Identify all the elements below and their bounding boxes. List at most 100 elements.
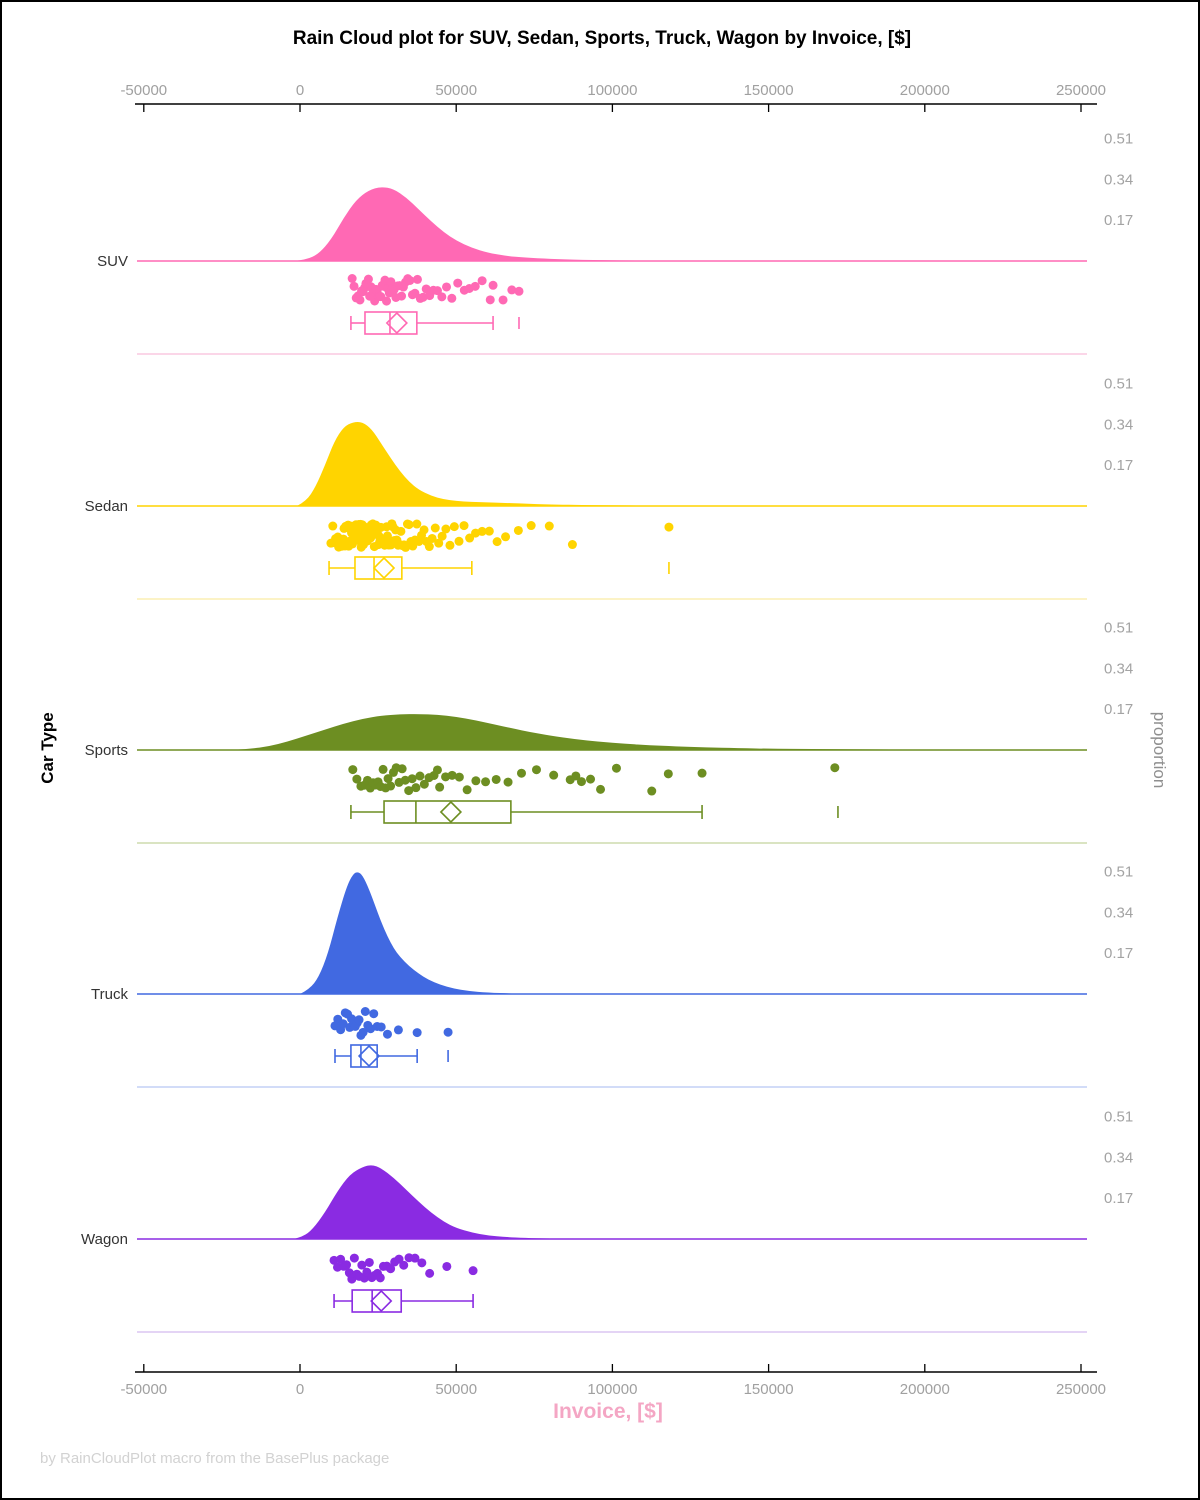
boxplot-wagon — [333, 1289, 474, 1313]
proportion-tick-label: 0.34 — [1104, 171, 1133, 188]
mean-diamond — [439, 800, 463, 824]
rain-point — [386, 277, 396, 287]
rain-point — [357, 1260, 367, 1270]
rain-point — [516, 768, 526, 778]
rain-point — [445, 540, 455, 550]
rain-point — [412, 1028, 422, 1038]
rain-point — [355, 295, 365, 305]
rain-point — [526, 521, 536, 531]
rain-point — [470, 281, 480, 291]
rain-point — [830, 763, 840, 773]
rain-point — [386, 1264, 396, 1274]
boxplot-sedan — [328, 556, 670, 580]
rain-point — [567, 540, 577, 550]
category-label-wagon: Wagon — [81, 1231, 128, 1248]
x-tick-label: 200000 — [900, 1381, 950, 1398]
rain-point — [663, 769, 673, 779]
rain-point — [360, 1007, 370, 1017]
boxplot-truck — [334, 1044, 449, 1068]
rain-point — [397, 291, 407, 301]
proportion-tick-label: 0.34 — [1104, 1149, 1133, 1166]
mean-diamond — [357, 1044, 381, 1068]
rain-point — [348, 765, 358, 775]
x-tick-label: 200000 — [900, 82, 950, 99]
proportion-tick-label: 0.17 — [1104, 945, 1133, 962]
category-label-suv: SUV — [97, 253, 128, 270]
proportion-tick-label: 0.34 — [1104, 416, 1133, 433]
mean-diamond — [385, 311, 408, 335]
rain-point — [441, 524, 451, 534]
rain-point — [349, 1253, 359, 1263]
rain-point — [485, 295, 495, 305]
proportion-tick-label: 0.51 — [1104, 620, 1133, 637]
rain-point — [412, 274, 422, 284]
density-truck — [300, 872, 535, 994]
rain-point — [393, 1025, 403, 1035]
rain-point — [352, 774, 362, 784]
proportion-tick-label: 0.51 — [1104, 864, 1133, 881]
rain-point — [364, 1257, 374, 1267]
rain-point — [488, 280, 498, 290]
footer-note: by RainCloudPlot macro from the BasePlus… — [40, 1450, 390, 1467]
rain-point — [531, 765, 541, 775]
boxplot-suv — [350, 311, 520, 335]
rain-point — [382, 1029, 392, 1039]
rain-point — [407, 774, 417, 784]
rain-suv — [347, 274, 524, 306]
rain-point — [383, 774, 393, 784]
rain-point — [336, 1254, 346, 1264]
boxplot-sports — [350, 800, 839, 824]
rain-point — [454, 536, 464, 546]
y2-axis-label: proportion — [1150, 711, 1169, 789]
chart-title: Rain Cloud plot for SUV, Sedan, Sports, … — [292, 28, 912, 49]
proportion-tick-label: 0.17 — [1104, 1190, 1133, 1207]
rain-point — [544, 521, 554, 531]
rain-point — [369, 1009, 379, 1019]
rain-point — [442, 1261, 452, 1271]
rain-point — [434, 538, 444, 548]
proportion-tick-label: 0.17 — [1104, 701, 1133, 718]
rain-point — [412, 519, 422, 529]
rain-point — [363, 274, 373, 284]
rain-point — [586, 774, 596, 784]
rain-point — [394, 1254, 404, 1264]
proportion-tick-label: 0.34 — [1104, 660, 1133, 677]
mean-diamond — [370, 1289, 393, 1313]
proportion-tick-label: 0.51 — [1104, 131, 1133, 148]
rain-point — [382, 296, 392, 306]
rain-point — [396, 526, 406, 536]
panel-suv: SUV 0.17 0.34 0.51 — [97, 131, 1133, 355]
rain-point — [435, 782, 445, 792]
density-suv — [293, 187, 722, 261]
rain-point — [468, 1266, 478, 1276]
rain-point — [471, 776, 481, 786]
rain-point — [477, 276, 487, 286]
rain-point — [484, 526, 494, 536]
rain-point — [611, 763, 621, 773]
rain-point — [449, 522, 459, 532]
rain-point — [576, 777, 586, 787]
rain-point — [442, 282, 452, 292]
panel-sports: Sports 0.17 0.34 0.51 — [85, 620, 1133, 844]
rain-point — [481, 777, 491, 787]
proportion-tick-label: 0.34 — [1104, 904, 1133, 921]
rain-point — [491, 774, 501, 784]
rain-point — [425, 1268, 435, 1278]
rain-point — [492, 537, 502, 547]
rain-point — [404, 786, 414, 796]
proportion-tick-label: 0.17 — [1104, 212, 1133, 229]
rain-point — [411, 783, 421, 793]
rain-point — [697, 768, 707, 778]
rain-point — [427, 533, 437, 543]
rain-point — [447, 770, 457, 780]
x-tick-label: 50000 — [435, 82, 477, 99]
rain-point — [571, 771, 581, 781]
rain-point — [447, 293, 457, 303]
rain-point — [454, 772, 464, 782]
rain-point — [503, 777, 513, 787]
proportion-tick-label: 0.51 — [1104, 376, 1133, 393]
rain-point — [647, 786, 657, 796]
rain-point — [401, 542, 411, 552]
x-axis-top: -50000 0 50000 100000 150000 200000 250000 — [120, 82, 1106, 112]
